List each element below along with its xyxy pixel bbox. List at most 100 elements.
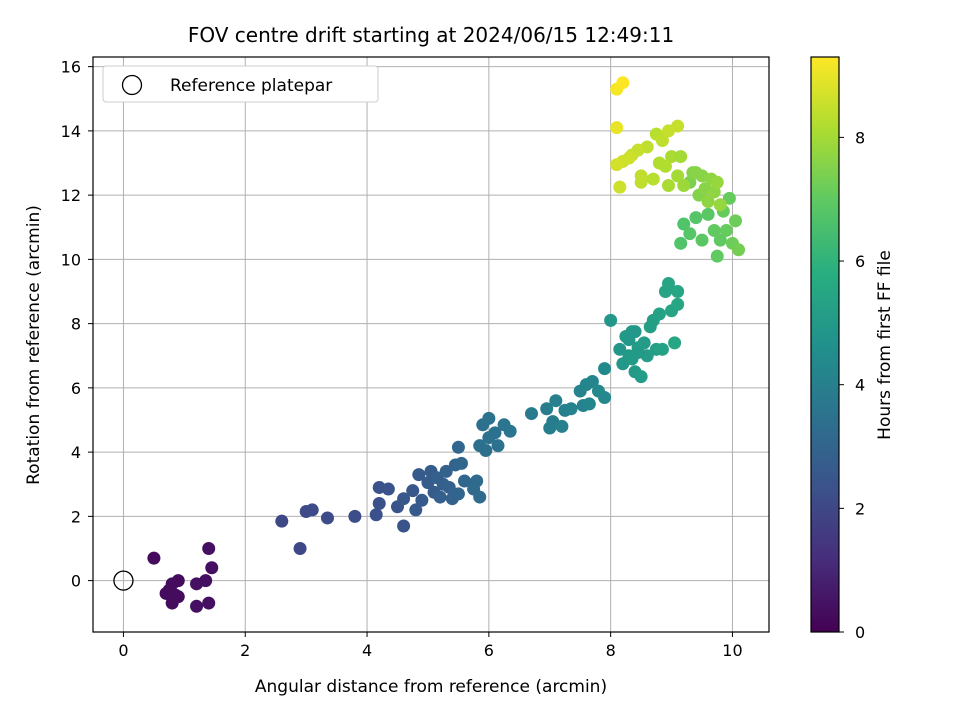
y-tick-label: 4 [71, 443, 81, 462]
data-point [555, 419, 569, 433]
y-tick-label: 14 [61, 122, 81, 141]
data-point [710, 175, 724, 189]
colorbar-tick-label: 6 [855, 252, 865, 271]
y-axis-label: Rotation from reference (arcmin) [24, 205, 44, 485]
data-point [397, 519, 411, 533]
data-point [293, 541, 307, 555]
data-point [433, 490, 447, 504]
data-point [616, 76, 630, 90]
data-point [473, 490, 487, 504]
data-point [634, 370, 648, 384]
data-point [671, 284, 685, 298]
data-point [655, 134, 669, 148]
data-point [701, 207, 715, 221]
data-point [439, 464, 453, 478]
data-point [701, 195, 715, 209]
data-point [628, 325, 642, 339]
data-point [451, 487, 465, 501]
legend-entry-reference-platepar: Reference platepar [170, 76, 332, 96]
data-point [415, 493, 429, 507]
x-axis-label: Angular distance from reference (arcmin) [255, 677, 607, 697]
data-point [442, 480, 456, 494]
y-tick-label: 0 [71, 572, 81, 591]
data-point [662, 276, 676, 290]
y-tick-label: 10 [61, 250, 81, 269]
data-point [202, 541, 216, 555]
data-point [205, 561, 219, 575]
data-point [707, 223, 721, 237]
data-point [671, 119, 685, 133]
y-tick-label: 12 [61, 186, 81, 205]
data-point [662, 178, 676, 192]
plot-frame [92, 56, 770, 633]
data-point [668, 336, 682, 350]
data-point [275, 514, 289, 528]
data-point [524, 407, 538, 421]
data-point [637, 336, 651, 350]
data-point [683, 227, 697, 241]
data-point [710, 249, 724, 263]
y-tick-label: 8 [71, 315, 81, 334]
colorbar-label: Hours from first FF file [875, 250, 895, 440]
y-tick-label: 2 [71, 507, 81, 526]
data-point [482, 411, 496, 425]
data-point [722, 191, 736, 205]
data-point [652, 307, 666, 321]
data-point [610, 158, 624, 172]
colorbar-ticks: 0 2 4 6 8 [839, 128, 865, 642]
data-point [585, 374, 599, 388]
x-tick-label: 0 [118, 641, 128, 660]
data-point [190, 599, 204, 613]
data-point [674, 150, 688, 164]
data-point [369, 508, 383, 522]
data-point [671, 169, 685, 183]
x-tick-label: 2 [240, 641, 250, 660]
legend-box [102, 65, 379, 103]
colorbar-tick-label: 8 [855, 128, 865, 147]
data-point [348, 509, 362, 523]
data-point [713, 233, 727, 247]
data-point [689, 166, 703, 180]
data-point [305, 503, 319, 517]
colorbar-tick-label: 0 [855, 623, 865, 642]
data-point [610, 121, 624, 135]
data-point [695, 233, 709, 247]
data-point [479, 444, 493, 458]
data-point [406, 484, 420, 498]
data-point [491, 439, 505, 453]
data-point [634, 169, 648, 183]
x-tick-label: 4 [362, 641, 372, 660]
x-tick-label: 8 [606, 641, 616, 660]
data-point [372, 497, 386, 511]
data-point [613, 180, 627, 194]
data-point [457, 474, 471, 488]
data-point [397, 492, 411, 506]
colorbar-gradient [811, 57, 839, 632]
data-point [503, 424, 517, 438]
data-point [604, 313, 618, 327]
chart-title: FOV centre drift starting at 2024/06/15 … [188, 23, 674, 47]
data-point [320, 511, 334, 525]
colorbar-tick-label: 2 [855, 499, 865, 518]
data-point [655, 342, 669, 356]
data-point [689, 211, 703, 225]
legend: Reference platepar [102, 65, 379, 103]
data-point [412, 468, 426, 482]
data-point [454, 456, 468, 470]
data-point [652, 156, 666, 170]
data-point [665, 150, 679, 164]
data-point [488, 426, 502, 440]
data-point [625, 352, 639, 366]
colorbar-tick-label: 4 [855, 376, 865, 395]
y-tick-label: 6 [71, 379, 81, 398]
data-point [598, 362, 612, 376]
y-tick-label: 16 [61, 58, 81, 77]
data-point [168, 588, 182, 602]
data-point [409, 503, 423, 517]
legend-marker-icon [121, 74, 143, 96]
data-point [564, 402, 578, 416]
data-point [732, 243, 746, 257]
data-points [147, 76, 746, 613]
data-point [381, 482, 395, 496]
data-point [719, 223, 733, 237]
